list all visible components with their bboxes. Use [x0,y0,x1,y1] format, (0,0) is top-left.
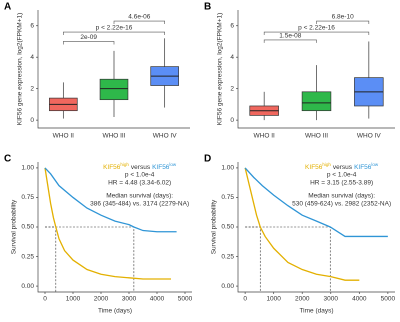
y-tick-label: 0.25 [221,253,234,260]
x-tick-label: WHO II [53,133,74,140]
y-tick-label: 0.00 [21,283,34,290]
y-tick-label: 0.25 [21,253,34,260]
y-tick-label: 0 [30,117,34,124]
y-tick-label: 1.00 [221,165,234,172]
y-tick-label: 0 [230,117,234,124]
legend-joiner: versus [131,164,151,171]
y-tick-label: 0.00 [221,283,234,290]
legend: KIF56highhighversusKIF56lowlow [305,162,379,171]
bracket [316,20,370,25]
median-line [245,226,331,292]
legend-name: KIF56 [152,164,170,171]
note: HR = 3.15 (2.55-3.89) [310,180,373,187]
legend-sup: high [322,162,331,167]
y-axis-label: Survival probability [211,199,218,254]
note: 530 (459-624) vs. 2982 (2352-NA) [292,201,391,208]
survival-curve [244,167,360,281]
comparison-label: 2e-09 [80,34,97,41]
legend-name: KIF56 [354,164,372,171]
legend-sup: low [169,162,177,167]
comparison-label: p < 2.22e-16 [96,25,133,32]
legend-name: KIF56 [103,164,121,171]
x-tick-label: WHO IV [153,133,177,140]
survival-curve [244,167,388,238]
bracket [113,20,165,25]
x-tick-label: 2000 [94,296,109,303]
bracket [263,39,317,43]
y-tick-label: 0.50 [21,224,34,231]
comparison-label: p < 2.22e-16 [298,25,335,32]
x-axis-label: Time (days) [299,308,333,315]
legend-sup: high [120,162,129,167]
x-tick-label: 3000 [324,296,339,303]
legend: KIF56highhighversusKIF56lowlow [103,162,177,171]
x-tick-label: WHO IV [357,133,381,140]
comparison-label: 1.5e-08 [279,33,301,40]
x-tick-label: WHO II [254,133,275,140]
y-axis-label: KIF56 gene expression, log2(FPKM+1) [217,13,224,126]
y-axis-label: Survival probability [11,199,18,254]
note: p < 1.0e-4 [125,172,155,179]
axes [237,162,395,293]
y-tick-label: 0.50 [221,224,234,231]
x-tick-label: 0 [243,296,247,303]
comparison-label: 6.8e-10 [332,14,354,21]
legend-name: KIF56 [305,164,323,171]
note: Median survival (days): [106,193,173,200]
bracket [63,31,165,36]
survival-curve [44,167,171,280]
y-tick-label: 2 [30,85,34,92]
note: Median survival (days): [308,193,375,200]
note: 386 (345-484) vs. 3174 (2279-NA) [90,201,189,208]
x-tick-label: 4000 [150,296,165,303]
comparison-label: 4.6e-06 [128,14,150,21]
bracket [63,41,115,45]
panel-letter: A [4,2,11,13]
y-tick-label: 6 [30,22,34,29]
y-tick-label: 2 [230,85,234,92]
legend-sup: low [371,162,379,167]
y-tick-label: 0.75 [221,194,234,201]
box [99,78,129,101]
panel-letter: C [4,154,11,165]
y-tick-label: 4 [30,54,34,61]
x-tick-label: 4000 [352,296,367,303]
x-tick-label: WHO III [305,133,328,140]
y-tick-label: 4 [230,54,234,61]
axes [37,10,190,129]
x-tick-label: 5000 [381,296,396,303]
survival-curve [44,167,177,233]
x-tick-label: 0 [43,296,47,303]
panel-letter: B [204,2,211,13]
median-line [45,226,57,292]
x-tick-label: WHO III [102,133,125,140]
panel-letter: D [204,154,211,165]
x-tick-label: 2000 [295,296,310,303]
y-tick-label: 1.00 [21,165,34,172]
legend-joiner: versus [333,164,353,171]
note: HR = 4.48 (3.34-6.02) [108,180,171,187]
x-tick-label: 1000 [66,296,81,303]
box [301,91,332,112]
y-tick-label: 6 [230,22,234,29]
median-line [245,226,261,292]
y-axis-label: KIF56 gene expression, log2(FPKM+1) [17,13,24,126]
axes [237,10,395,129]
note: p < 1.0e-4 [327,172,357,179]
bracket [263,31,370,36]
x-tick-label: 5000 [178,296,193,303]
x-tick-label: 3000 [122,296,137,303]
x-tick-label: 1000 [266,296,281,303]
y-tick-label: 0.75 [21,194,34,201]
axes [37,162,192,293]
x-axis-label: Time (days) [98,308,132,315]
